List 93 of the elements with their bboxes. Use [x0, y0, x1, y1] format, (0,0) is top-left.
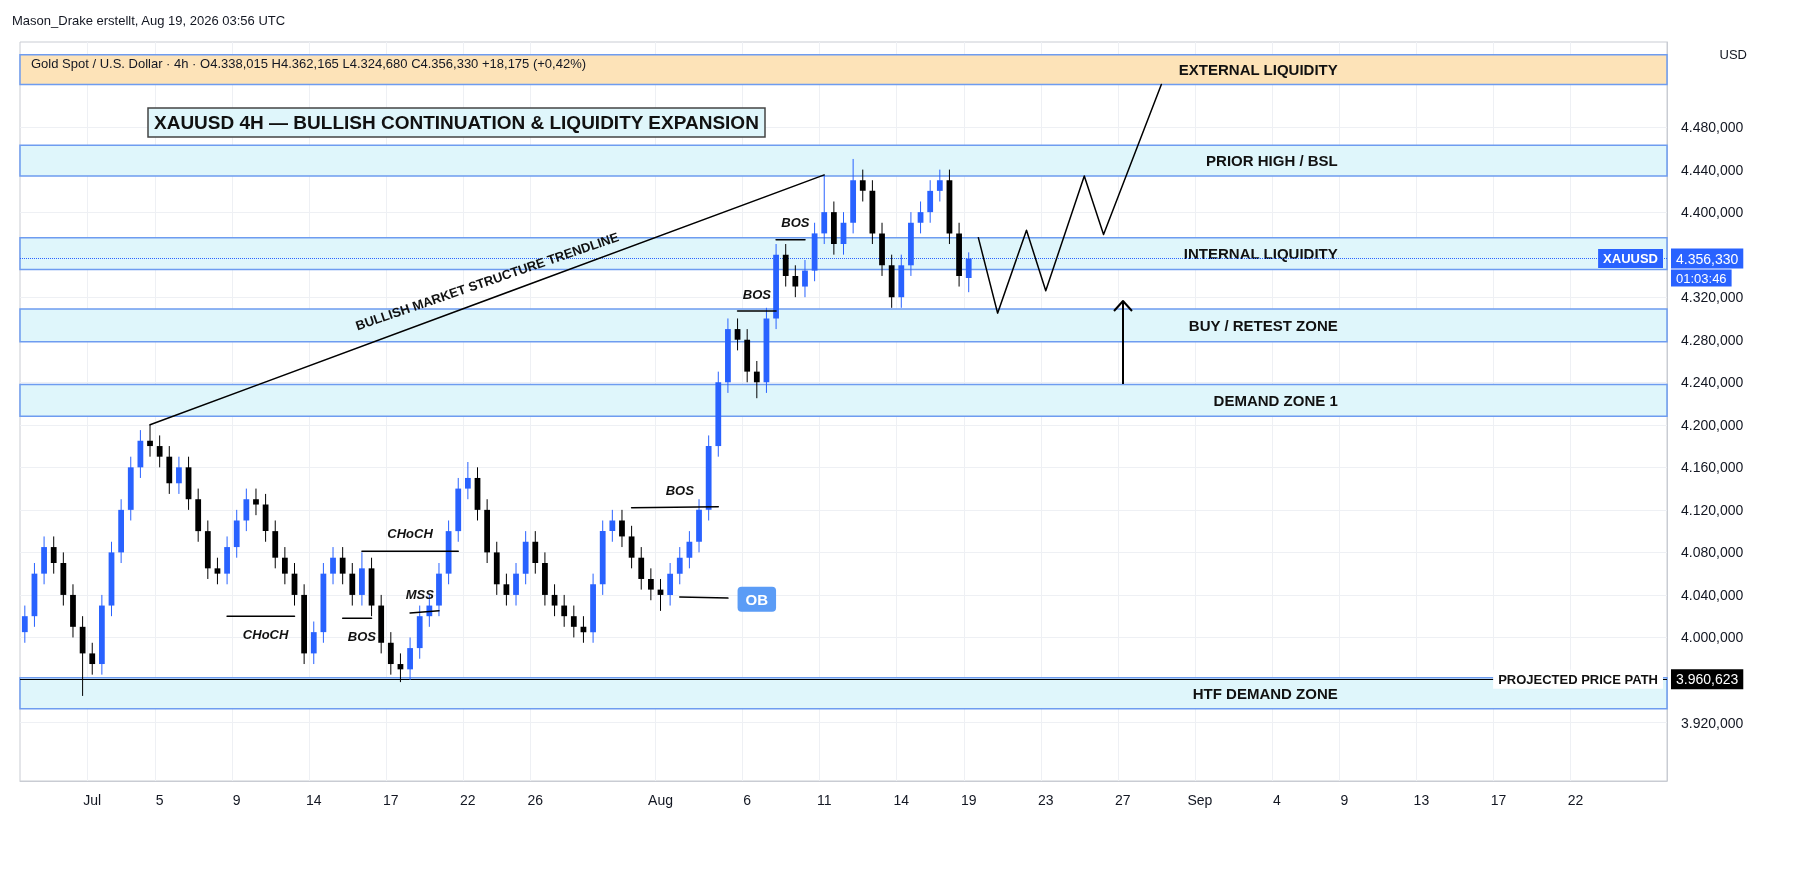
annotation: XAUUSD — [1603, 251, 1658, 267]
candlestick — [214, 557, 221, 585]
x-tick-label: 9 — [1340, 792, 1349, 808]
x-tick-label: 22 — [460, 792, 476, 808]
candlestick — [253, 488, 259, 516]
annotation: MSS — [405, 587, 435, 603]
y-tick-label: 4.240,000 — [1681, 374, 1744, 391]
candlestick — [570, 605, 577, 638]
candlestick — [551, 583, 558, 617]
band-label: EXTERNAL LIQUIDITY — [1178, 61, 1338, 79]
band-label: BUY / RETEST ZONE — [1188, 316, 1338, 334]
x-tick-label: 19 — [960, 792, 977, 808]
x-tick-label: 23 — [1037, 792, 1054, 808]
x-tick-label: 17 — [1490, 792, 1507, 808]
ref-line-label: 4.356,330 — [1676, 250, 1739, 267]
text: XAUUSD 4H — BULLISH CONTINUATION & LIQUIDITY EXPANSION — [154, 112, 759, 133]
annotation: BOS — [665, 483, 695, 499]
candlestick — [561, 594, 568, 628]
x-tick-label: Sep — [1187, 792, 1213, 808]
candlestick — [513, 562, 519, 607]
x-tick-label: 17 — [383, 792, 399, 808]
text: Mason_Drake erstellt, Aug 19, 2026 03:56 UTC — [12, 13, 286, 28]
x-tick-label: 14 — [305, 792, 322, 808]
annotation: BOS — [781, 215, 810, 231]
y-tick-label: 3.920,000 — [1681, 714, 1744, 731]
candlestick — [281, 546, 288, 585]
candlestick — [917, 201, 924, 234]
candlestick — [503, 573, 510, 607]
y-tick-label: 4.400,000 — [1681, 204, 1744, 221]
y-tick-label: 4.160,000 — [1681, 459, 1744, 476]
candlestick — [330, 546, 336, 585]
band-label: HTF DEMAND ZONE — [1192, 684, 1338, 702]
candlestick — [676, 546, 683, 585]
x-tick-label: 6 — [743, 792, 752, 808]
x-tick-label: 11 — [816, 792, 832, 808]
candlestick — [734, 317, 741, 351]
annotation: PROJECTED PRICE PATH — [1498, 671, 1658, 687]
candlestick — [339, 546, 346, 585]
candlestick — [609, 509, 616, 543]
candlestick — [782, 243, 789, 288]
text: 01:03:46 — [1676, 270, 1727, 286]
ref-line-label: 3.960,623 — [1676, 671, 1739, 688]
annotation: CHoCH — [242, 626, 289, 642]
y-tick-label: 4.280,000 — [1681, 331, 1744, 348]
candlestick — [792, 264, 799, 298]
candlestick — [532, 530, 539, 575]
candlestick — [667, 562, 674, 607]
band-label: DEMAND ZONE 1 — [1213, 391, 1338, 409]
x-tick-label: Aug — [648, 792, 673, 808]
y-tick-label: 4.040,000 — [1681, 586, 1744, 603]
x-tick-label: 14 — [893, 792, 910, 808]
annotation: CHoCH — [387, 525, 434, 541]
candlestick — [156, 434, 163, 468]
text: USD — [1719, 47, 1748, 62]
candlestick — [387, 631, 394, 676]
text: Gold Spot / U.S. Dollar · 4h · O4.338,015 H4.362,165 L4.324,680 C4.356,330 +18,175 (+0,42%) — [31, 56, 587, 71]
y-tick-label: 4.080,000 — [1681, 544, 1744, 561]
candlestick — [464, 461, 471, 500]
x-tick-label: 22 — [1567, 792, 1584, 808]
candlestick — [647, 567, 654, 601]
x-tick-label: 26 — [527, 792, 544, 808]
candlestick — [407, 636, 413, 681]
candlestick — [927, 179, 934, 224]
x-tick-label: Jul — [83, 792, 102, 808]
band-label: PRIOR HIGH / BSL — [1206, 152, 1338, 170]
candlestick — [176, 456, 182, 495]
y-tick-label: 4.200,000 — [1681, 416, 1744, 433]
x-tick-label: 27 — [1115, 792, 1131, 808]
candlestick — [821, 174, 828, 245]
y-tick-label: 4.120,000 — [1681, 501, 1744, 518]
x-tick-label: 9 — [232, 792, 241, 808]
candlestick — [50, 535, 57, 575]
annotation: OB — [745, 590, 769, 608]
x-tick-label: 13 — [1413, 792, 1430, 808]
candlestick — [21, 605, 28, 644]
annotation: BOS — [347, 628, 377, 644]
candlestick — [753, 360, 760, 399]
candlestick — [243, 488, 250, 532]
y-tick-label: 4.440,000 — [1681, 161, 1744, 178]
candlestick — [310, 621, 317, 665]
candlestick — [349, 562, 356, 607]
candlestick — [638, 546, 645, 591]
annotation: BOS — [742, 286, 772, 302]
candlestick — [936, 169, 943, 202]
x-tick-label: 5 — [155, 792, 164, 808]
y-tick-label: 4.000,000 — [1681, 629, 1744, 646]
line-series — [977, 83, 1163, 314]
x-tick-label: 4 — [1273, 792, 1282, 808]
y-tick-label: 4.480,000 — [1681, 119, 1744, 136]
candlestick — [619, 509, 625, 548]
candlestick — [859, 169, 866, 202]
candlestick — [89, 642, 96, 676]
y-tick-label: 4.320,000 — [1681, 289, 1744, 306]
